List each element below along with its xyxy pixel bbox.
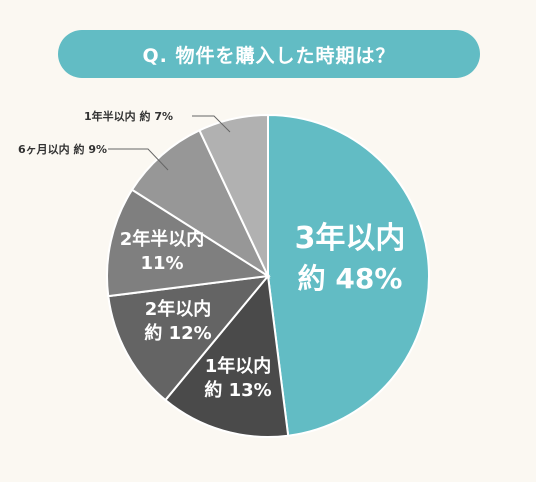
pie-slice-2: [107, 274, 271, 402]
slice-value-1: 約 13%: [204, 379, 271, 401]
slice-label-1: 1年以内: [205, 355, 272, 377]
slice-callout-4: 6ヶ月以内 約 9%: [18, 142, 107, 156]
slice-value-2: 約 12%: [144, 322, 211, 344]
title-banner: Q. 物件を購入した時期は？: [58, 30, 480, 78]
pie-slice-3: [106, 188, 271, 298]
slice-label-2: 2年以内: [145, 298, 212, 320]
pie-slice-0: [267, 113, 430, 437]
pie-slice-1: [163, 273, 290, 438]
callout-line-4: [108, 148, 169, 171]
slice-label-3: 2年半以内: [120, 228, 205, 250]
slice-value-3: 11%: [140, 253, 183, 274]
pie-slice-4: [130, 128, 271, 279]
pie-slice-5: [198, 113, 269, 277]
slice-label-0: 3年以内: [295, 221, 406, 256]
chart-title: Q. 物件を購入した時期は？: [142, 44, 396, 67]
slice-callout-5: 1年半以内 約 7%: [84, 109, 173, 123]
slice-value-0: 約 48%: [298, 262, 403, 295]
callout-line-5: [192, 115, 231, 133]
